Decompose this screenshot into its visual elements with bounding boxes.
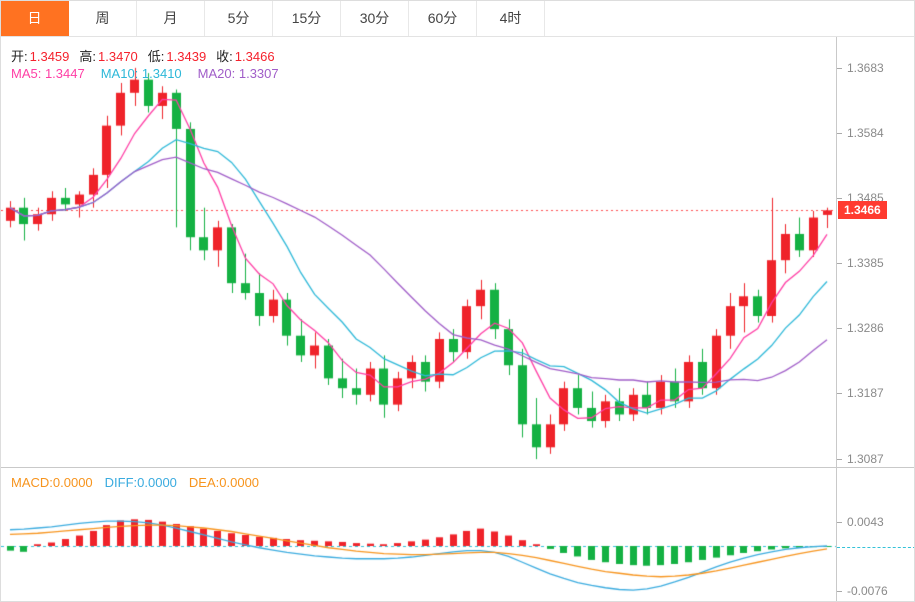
tab-30min[interactable]: 30分 — [341, 1, 409, 36]
macd-panel: MACD:0.0000 DIFF:0.0000 DEA:0.0000 — [1, 467, 836, 601]
axis-tick-label: 1.3286 — [837, 321, 884, 335]
ohlc-label: 收: — [216, 49, 233, 64]
ma-readout-item: MA20: 1.3307 — [197, 66, 279, 81]
current-price-tag: 1.3466 — [838, 201, 887, 220]
tab-15min[interactable]: 15分 — [273, 1, 341, 36]
timeframe-tabbar: 日周月 5分 15分 30分 60分 4时 — [1, 1, 914, 37]
axis-tick-label: 1.3584 — [837, 126, 884, 140]
ohlc-value: 1.3470 — [98, 49, 138, 64]
ma-readout: MA5: 1.3447 MA10: 1.3410 MA20: 1.3307 — [11, 66, 295, 81]
axis-tick-label: 1.3385 — [837, 256, 884, 270]
axis-tick-label: 1.3187 — [837, 386, 884, 400]
axis-tick-label: -0.0076 — [837, 584, 888, 598]
macd-readout-item: DIFF:0.0000 — [104, 475, 177, 490]
macd-readout-item: MACD:0.0000 — [11, 475, 93, 490]
tab-5min[interactable]: 5分 — [205, 1, 273, 36]
tab-60min[interactable]: 60分 — [409, 1, 477, 36]
tab-month[interactable]: 月 — [137, 1, 205, 36]
tab-week[interactable]: 周 — [69, 1, 137, 36]
ohlc-label: 开: — [11, 49, 28, 64]
tab-4hour[interactable]: 4时 — [477, 1, 545, 36]
ma-readout-item: MA10: 1.3410 — [100, 66, 182, 81]
macd-axis: 0.0043 -0.0076 — [836, 467, 914, 601]
ohlc-value: 1.3466 — [234, 49, 275, 64]
candlestick-canvas[interactable] — [1, 37, 836, 467]
axis-tick-label: 1.3683 — [837, 61, 884, 75]
price-axis: 1.3683 1.3584 1.3485 1.3385 1.3286 1.3187 1.30… — [836, 37, 914, 467]
ohlc-readout: 开: 1.3459 高: 1.3470 低: 1.3439 收: 1.3466 — [11, 46, 285, 65]
axis-tick-label: 1.3087 — [837, 452, 884, 466]
ohlc-value: 1.3439 — [166, 49, 207, 64]
macd-canvas[interactable] — [1, 468, 836, 601]
tab-day[interactable]: 日 — [1, 1, 69, 36]
macd-readout: MACD:0.0000 DIFF:0.0000 DEA:0.0000 — [11, 475, 271, 490]
ohlc-label: 高: — [79, 49, 97, 64]
main-chart-area: 开: 1.3459 高: 1.3470 低: 1.3439 收: 1.3466 MA5: 1.… — [1, 37, 836, 467]
axis-tick-label: 0.0043 — [837, 515, 884, 529]
ohlc-label: 低: — [147, 49, 165, 64]
zero-line-axis-extension — [837, 547, 914, 548]
ohlc-value: 1.3459 — [29, 49, 70, 64]
macd-readout-item: DEA:0.0000 — [188, 475, 260, 490]
ma-readout-item: MA5: 1.3447 — [11, 66, 85, 81]
